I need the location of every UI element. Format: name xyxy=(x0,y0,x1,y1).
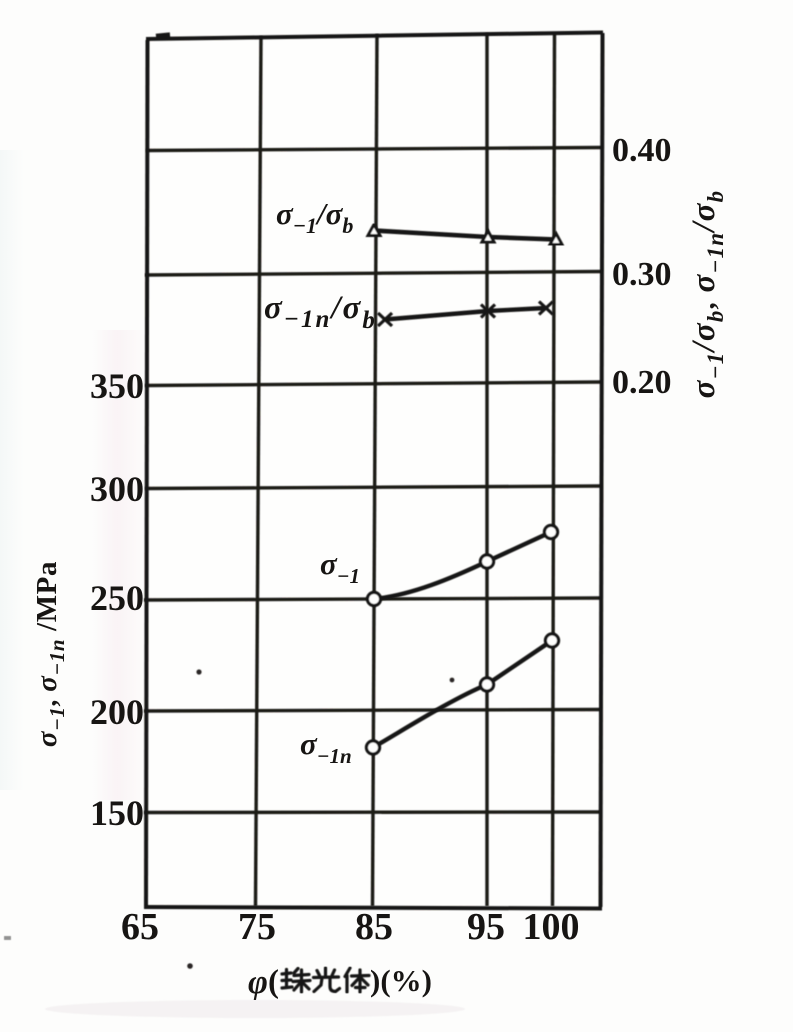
svg-text:(: ( xyxy=(268,964,279,1000)
svg-text:σ−1/σb: σ−1/σb xyxy=(276,196,353,238)
svg-text:150: 150 xyxy=(90,793,144,833)
svg-text:φ: φ xyxy=(248,964,268,1001)
svg-text:350: 350 xyxy=(90,366,144,406)
svg-text:0.30: 0.30 xyxy=(612,256,672,293)
svg-text:85: 85 xyxy=(355,906,393,948)
svg-text:)(%): )(%) xyxy=(370,963,432,998)
svg-text:0.40: 0.40 xyxy=(612,132,672,169)
svg-text:95: 95 xyxy=(467,906,505,948)
svg-text:0.20: 0.20 xyxy=(612,364,672,401)
svg-text:250: 250 xyxy=(90,578,144,618)
svg-text:300: 300 xyxy=(90,469,144,509)
svg-text:100: 100 xyxy=(523,906,580,948)
svg-text:65: 65 xyxy=(121,906,159,948)
svg-text:200: 200 xyxy=(90,692,144,732)
svg-text:75: 75 xyxy=(238,906,276,948)
